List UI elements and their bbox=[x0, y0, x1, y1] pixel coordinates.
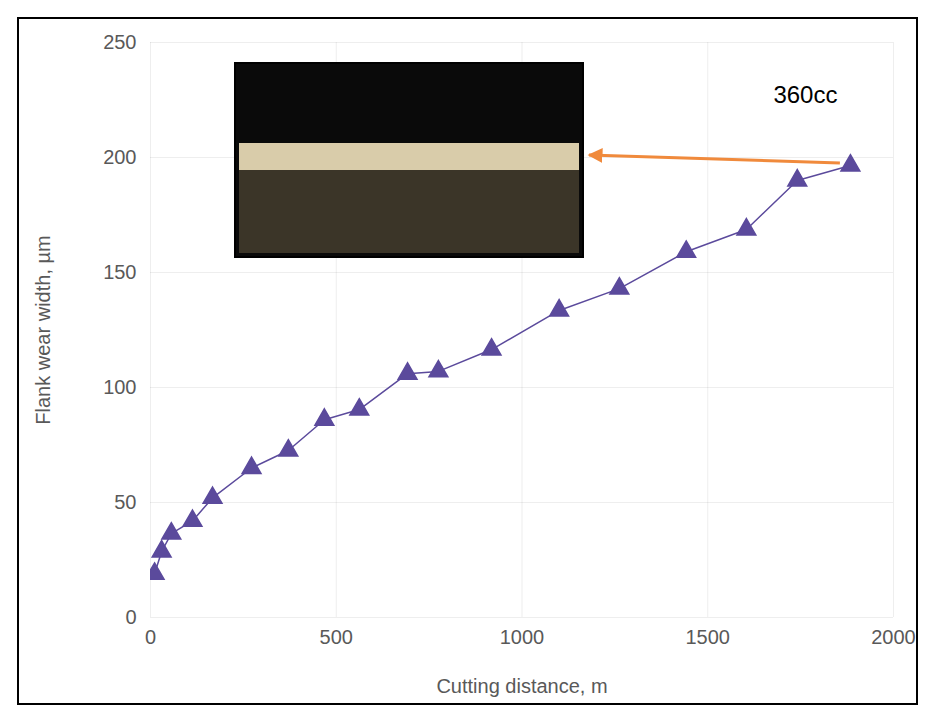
svg-text:200: 200 bbox=[103, 146, 136, 168]
svg-text:0: 0 bbox=[125, 606, 136, 628]
svg-text:2000: 2000 bbox=[871, 626, 916, 648]
svg-text:150: 150 bbox=[103, 261, 136, 283]
svg-text:500: 500 bbox=[320, 626, 353, 648]
svg-text:360cc: 360cc bbox=[773, 81, 837, 108]
svg-text:1500: 1500 bbox=[686, 626, 731, 648]
svg-text:Cutting distance, m: Cutting distance, m bbox=[436, 675, 607, 697]
svg-text:Flank wear width, µm: Flank wear width, µm bbox=[32, 235, 54, 424]
svg-text:100: 100 bbox=[103, 376, 136, 398]
svg-text:1000: 1000 bbox=[500, 626, 545, 648]
svg-text:250: 250 bbox=[103, 31, 136, 53]
svg-text:0: 0 bbox=[145, 626, 156, 648]
svg-text:50: 50 bbox=[114, 491, 136, 513]
